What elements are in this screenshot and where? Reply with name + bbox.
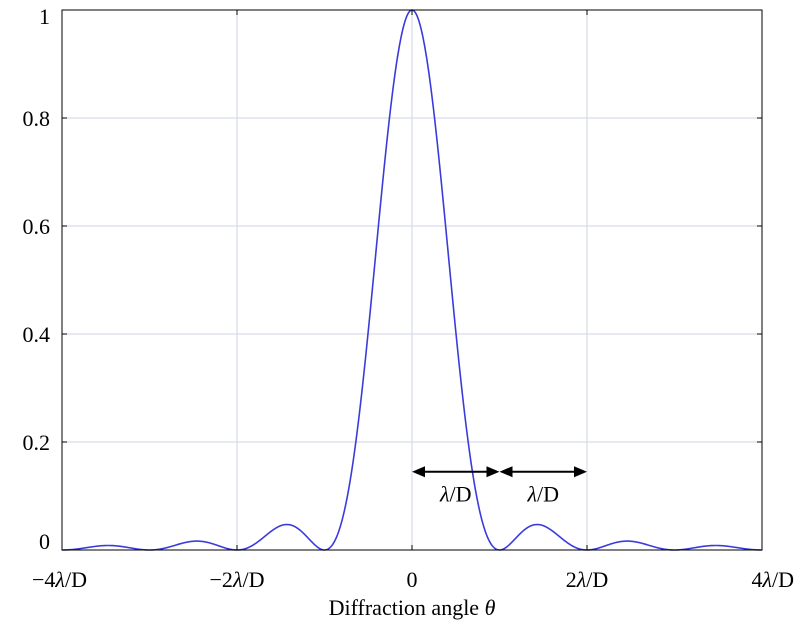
x-tick-label: 2λ/D [566, 567, 609, 592]
y-tick-label: 0.8 [23, 106, 51, 131]
y-tick-label: 0.4 [23, 322, 51, 347]
x-tick-label: −4λ/D [32, 567, 87, 592]
y-tick-label: 1 [39, 4, 50, 29]
y-tick-label: 0.2 [23, 430, 51, 455]
grid-lines [62, 10, 762, 550]
spacing-arrow: λ/D [412, 466, 500, 507]
spacing-label: λ/D [439, 482, 472, 507]
y-axis-ticks: 0 0.2 0.4 0.6 0.8 1 [23, 4, 762, 554]
y-tick-label: 0 [39, 529, 50, 554]
x-axis-ticks: −4λ/D −2λ/D 0 2λ/D 4λ/D [32, 10, 794, 592]
x-tick-label: 4λ/D [751, 567, 794, 592]
spacing-label: λ/D [526, 482, 559, 507]
spacing-arrow: λ/D [499, 466, 587, 507]
y-tick-label: 0.6 [23, 214, 51, 239]
x-axis-label: Diffraction angle θ [329, 595, 496, 620]
x-tick-label: −2λ/D [210, 567, 265, 592]
x-tick-label: 0 [407, 567, 418, 592]
annotations: λ/D λ/D [412, 466, 587, 507]
